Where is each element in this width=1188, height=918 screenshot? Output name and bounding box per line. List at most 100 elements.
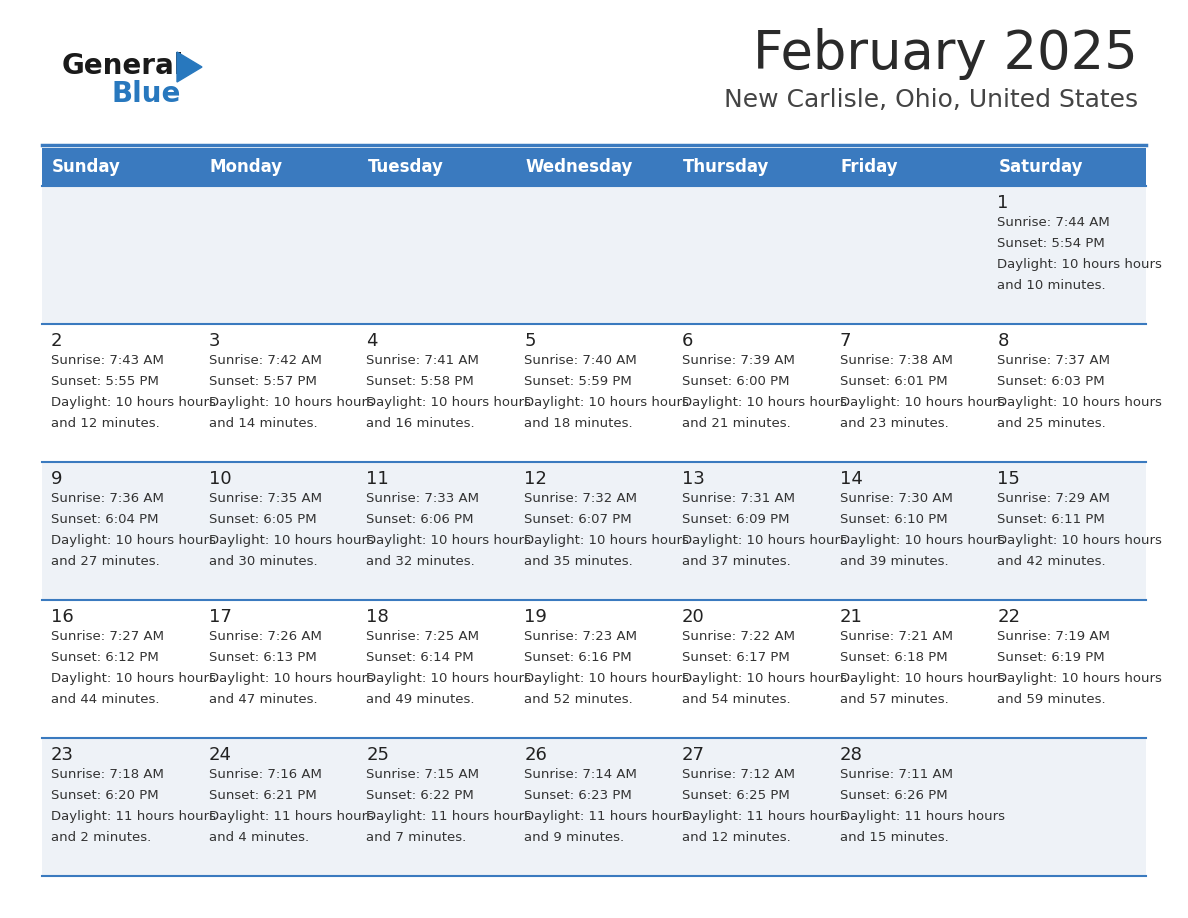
Text: Sunrise: 7:38 AM: Sunrise: 7:38 AM — [840, 354, 953, 367]
Text: Sunrise: 7:26 AM: Sunrise: 7:26 AM — [209, 630, 322, 643]
Text: 23: 23 — [51, 746, 74, 764]
Text: and 7 minutes.: and 7 minutes. — [366, 831, 467, 844]
Text: Saturday: Saturday — [998, 158, 1082, 176]
Text: Sunset: 6:04 PM: Sunset: 6:04 PM — [51, 513, 158, 526]
Text: Sunset: 5:59 PM: Sunset: 5:59 PM — [524, 375, 632, 388]
Text: New Carlisle, Ohio, United States: New Carlisle, Ohio, United States — [723, 88, 1138, 112]
Text: Sunrise: 7:35 AM: Sunrise: 7:35 AM — [209, 492, 322, 505]
Text: and 16 minutes.: and 16 minutes. — [366, 417, 475, 430]
Bar — [42, 324, 1146, 462]
Text: and 30 minutes.: and 30 minutes. — [209, 555, 317, 568]
Text: Sunset: 6:14 PM: Sunset: 6:14 PM — [366, 651, 474, 664]
Text: Sunset: 5:58 PM: Sunset: 5:58 PM — [366, 375, 474, 388]
Text: Sunset: 6:06 PM: Sunset: 6:06 PM — [366, 513, 474, 526]
Text: Daylight: 10 hours hours: Daylight: 10 hours hours — [682, 534, 847, 547]
Text: Sunset: 6:10 PM: Sunset: 6:10 PM — [840, 513, 947, 526]
Text: Sunset: 6:19 PM: Sunset: 6:19 PM — [997, 651, 1105, 664]
Text: Sunrise: 7:19 AM: Sunrise: 7:19 AM — [997, 630, 1110, 643]
Text: Sunrise: 7:27 AM: Sunrise: 7:27 AM — [51, 630, 164, 643]
Text: 15: 15 — [997, 470, 1020, 488]
Text: Sunrise: 7:25 AM: Sunrise: 7:25 AM — [366, 630, 480, 643]
Text: Daylight: 11 hours hours: Daylight: 11 hours hours — [682, 810, 847, 823]
Text: Sunset: 5:55 PM: Sunset: 5:55 PM — [51, 375, 159, 388]
Text: Sunrise: 7:43 AM: Sunrise: 7:43 AM — [51, 354, 164, 367]
Text: 28: 28 — [840, 746, 862, 764]
Text: General: General — [62, 52, 184, 80]
Text: 14: 14 — [840, 470, 862, 488]
Polygon shape — [177, 52, 202, 82]
Text: Daylight: 10 hours hours: Daylight: 10 hours hours — [997, 534, 1162, 547]
Text: Sunrise: 7:12 AM: Sunrise: 7:12 AM — [682, 768, 795, 781]
Bar — [42, 186, 1146, 324]
Text: Thursday: Thursday — [683, 158, 770, 176]
Text: Daylight: 10 hours hours: Daylight: 10 hours hours — [682, 672, 847, 685]
Text: Sunrise: 7:30 AM: Sunrise: 7:30 AM — [840, 492, 953, 505]
Text: and 10 minutes.: and 10 minutes. — [997, 279, 1106, 292]
Text: and 27 minutes.: and 27 minutes. — [51, 555, 159, 568]
Text: 6: 6 — [682, 332, 694, 350]
Text: Daylight: 10 hours hours: Daylight: 10 hours hours — [209, 534, 373, 547]
Text: and 57 minutes.: and 57 minutes. — [840, 693, 948, 706]
Text: 13: 13 — [682, 470, 704, 488]
Text: and 54 minutes.: and 54 minutes. — [682, 693, 790, 706]
Text: and 37 minutes.: and 37 minutes. — [682, 555, 790, 568]
Text: and 52 minutes.: and 52 minutes. — [524, 693, 633, 706]
Text: and 9 minutes.: and 9 minutes. — [524, 831, 624, 844]
Text: and 35 minutes.: and 35 minutes. — [524, 555, 633, 568]
Text: Sunrise: 7:31 AM: Sunrise: 7:31 AM — [682, 492, 795, 505]
Bar — [42, 738, 1146, 876]
Text: Sunrise: 7:37 AM: Sunrise: 7:37 AM — [997, 354, 1111, 367]
Text: Blue: Blue — [112, 80, 182, 108]
Text: and 15 minutes.: and 15 minutes. — [840, 831, 948, 844]
Text: 9: 9 — [51, 470, 63, 488]
Text: and 59 minutes.: and 59 minutes. — [997, 693, 1106, 706]
Text: 17: 17 — [209, 608, 232, 626]
Text: 19: 19 — [524, 608, 546, 626]
Bar — [42, 600, 1146, 738]
Text: 5: 5 — [524, 332, 536, 350]
Text: 8: 8 — [997, 332, 1009, 350]
Text: Sunrise: 7:36 AM: Sunrise: 7:36 AM — [51, 492, 164, 505]
Text: Sunrise: 7:22 AM: Sunrise: 7:22 AM — [682, 630, 795, 643]
Text: and 49 minutes.: and 49 minutes. — [366, 693, 475, 706]
Bar — [830, 148, 988, 186]
Text: Sunset: 5:57 PM: Sunset: 5:57 PM — [209, 375, 316, 388]
Text: Sunset: 6:20 PM: Sunset: 6:20 PM — [51, 789, 159, 802]
Bar — [672, 148, 830, 186]
Text: Tuesday: Tuesday — [367, 158, 443, 176]
Text: Sunrise: 7:42 AM: Sunrise: 7:42 AM — [209, 354, 322, 367]
Bar — [200, 148, 358, 186]
Text: and 32 minutes.: and 32 minutes. — [366, 555, 475, 568]
Text: Sunrise: 7:41 AM: Sunrise: 7:41 AM — [366, 354, 479, 367]
Text: Sunrise: 7:33 AM: Sunrise: 7:33 AM — [366, 492, 480, 505]
Text: Sunset: 6:00 PM: Sunset: 6:00 PM — [682, 375, 789, 388]
Text: 22: 22 — [997, 608, 1020, 626]
Text: and 18 minutes.: and 18 minutes. — [524, 417, 633, 430]
Text: and 25 minutes.: and 25 minutes. — [997, 417, 1106, 430]
Text: Sunrise: 7:15 AM: Sunrise: 7:15 AM — [366, 768, 480, 781]
Text: 2: 2 — [51, 332, 63, 350]
Text: Sunset: 6:13 PM: Sunset: 6:13 PM — [209, 651, 316, 664]
Text: Sunset: 6:09 PM: Sunset: 6:09 PM — [682, 513, 789, 526]
Text: Sunrise: 7:11 AM: Sunrise: 7:11 AM — [840, 768, 953, 781]
Text: Sunrise: 7:14 AM: Sunrise: 7:14 AM — [524, 768, 637, 781]
Text: 4: 4 — [366, 332, 378, 350]
Text: 21: 21 — [840, 608, 862, 626]
Text: 10: 10 — [209, 470, 232, 488]
Text: Daylight: 10 hours hours: Daylight: 10 hours hours — [209, 396, 373, 409]
Text: 11: 11 — [366, 470, 390, 488]
Text: and 39 minutes.: and 39 minutes. — [840, 555, 948, 568]
Text: 1: 1 — [997, 194, 1009, 212]
Text: Daylight: 10 hours hours: Daylight: 10 hours hours — [524, 396, 689, 409]
Text: Daylight: 10 hours hours: Daylight: 10 hours hours — [840, 672, 1004, 685]
Text: Sunset: 6:11 PM: Sunset: 6:11 PM — [997, 513, 1105, 526]
Text: Sunset: 6:16 PM: Sunset: 6:16 PM — [524, 651, 632, 664]
Text: Sunrise: 7:44 AM: Sunrise: 7:44 AM — [997, 216, 1110, 229]
Text: Daylight: 10 hours hours: Daylight: 10 hours hours — [997, 258, 1162, 271]
Text: 12: 12 — [524, 470, 546, 488]
Text: Daylight: 10 hours hours: Daylight: 10 hours hours — [682, 396, 847, 409]
Text: Sunset: 6:22 PM: Sunset: 6:22 PM — [366, 789, 474, 802]
Text: and 12 minutes.: and 12 minutes. — [51, 417, 159, 430]
Text: Daylight: 11 hours hours: Daylight: 11 hours hours — [209, 810, 374, 823]
Bar — [42, 462, 1146, 600]
